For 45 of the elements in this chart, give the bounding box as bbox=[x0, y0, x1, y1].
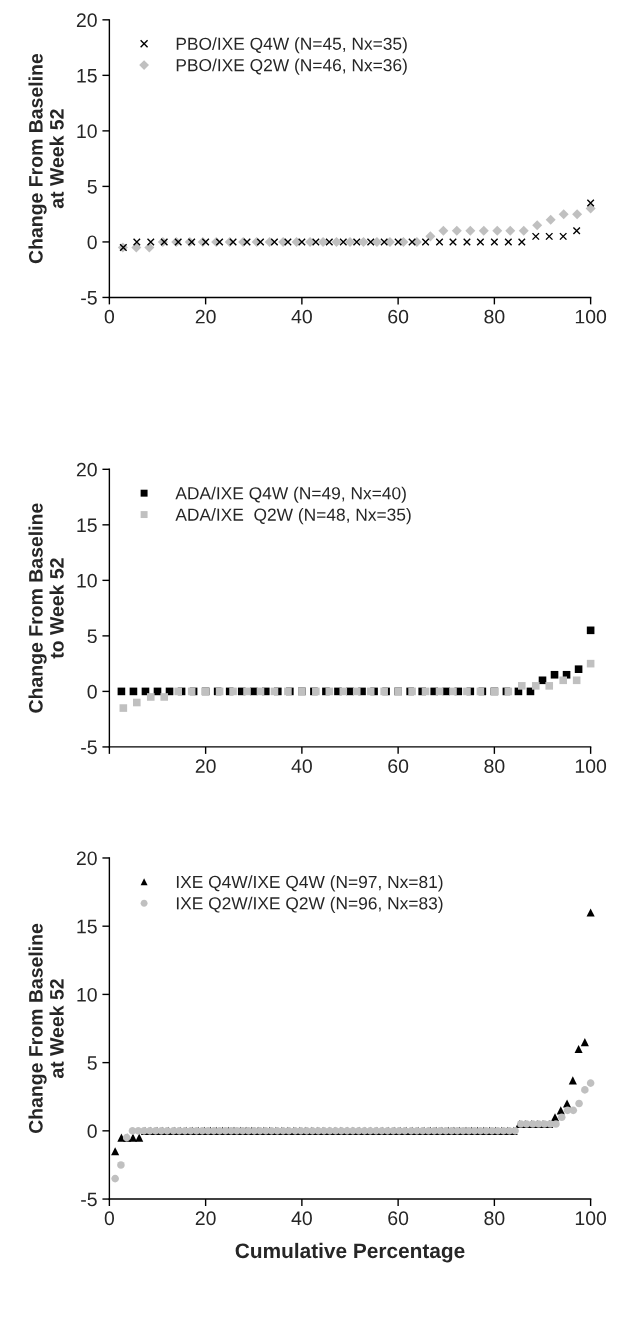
y-tick-label: 15 bbox=[77, 518, 97, 533]
legend-label: PBO/IXE Q4W (N=45, Nx=35) bbox=[176, 37, 407, 54]
x-tick-label: 40 bbox=[291, 1211, 312, 1226]
x-tick-label: 80 bbox=[484, 1211, 505, 1226]
x-tick-label: 100 bbox=[575, 309, 607, 324]
y-tick-label: -5 bbox=[81, 1192, 97, 1207]
legend-label: IXE Q4W/IXE Q4W (N=97, Nx=81) bbox=[176, 875, 443, 892]
y-tick-label: 20 bbox=[76, 851, 97, 866]
y-tick-label: 20 bbox=[76, 13, 97, 28]
y-axis-title: Change From Baseline at Week 52 bbox=[28, 923, 64, 1134]
x-tick-label: 0 bbox=[104, 309, 115, 324]
x-tick-label: 80 bbox=[484, 759, 505, 774]
x-tick-label: 60 bbox=[388, 1211, 409, 1226]
y-tick-label: 0 bbox=[87, 235, 97, 250]
x-tick-label: 80 bbox=[484, 309, 505, 324]
y-tick-label: 20 bbox=[76, 462, 97, 477]
y-tick-label: 5 bbox=[87, 1056, 97, 1070]
legend-label: IXE Q2W/IXE Q2W (N=96, Nx=83) bbox=[176, 896, 443, 913]
y-tick-label: -5 bbox=[81, 291, 97, 305]
x-axis-title: Cumulative Percentage bbox=[235, 1242, 465, 1263]
x-tick-label: 60 bbox=[388, 759, 409, 774]
y-tick-label: 10 bbox=[77, 573, 97, 588]
y-axis-title: Change From Baseline to Week 52 bbox=[28, 503, 64, 713]
x-tick-label: 20 bbox=[195, 759, 216, 774]
y-tick-label: 15 bbox=[77, 69, 97, 83]
x-tick-label: 40 bbox=[291, 759, 312, 774]
x-tick-label: 100 bbox=[575, 1211, 607, 1226]
x-tick-label: 60 bbox=[388, 309, 409, 324]
y-tick-label: 10 bbox=[77, 987, 97, 1002]
y-tick-label: -5 bbox=[81, 740, 97, 755]
y-axis-title: Change From Baseline at Week 52 bbox=[28, 53, 64, 264]
y-tick-label: 5 bbox=[87, 180, 97, 194]
x-tick-label: 0 bbox=[104, 1211, 115, 1226]
x-tick-label: 100 bbox=[575, 759, 607, 774]
y-tick-label: 15 bbox=[77, 919, 97, 934]
y-tick-label: 0 bbox=[87, 684, 97, 699]
y-tick-label: 5 bbox=[87, 629, 97, 644]
y-tick-label: 0 bbox=[87, 1124, 97, 1139]
y-tick-label: 10 bbox=[77, 124, 97, 139]
x-tick-label: 20 bbox=[195, 309, 216, 324]
legend-label: ADA/IXE Q4W (N=49, Nx=40) bbox=[175, 486, 406, 503]
legend-label: ADA/IXE Q2W (N=48, Nx=35) bbox=[175, 508, 411, 525]
x-tick-label: 20 bbox=[195, 1211, 216, 1226]
legend-label: PBO/IXE Q2W (N=46, Nx=36) bbox=[176, 58, 407, 75]
x-tick-label: 40 bbox=[291, 309, 312, 324]
